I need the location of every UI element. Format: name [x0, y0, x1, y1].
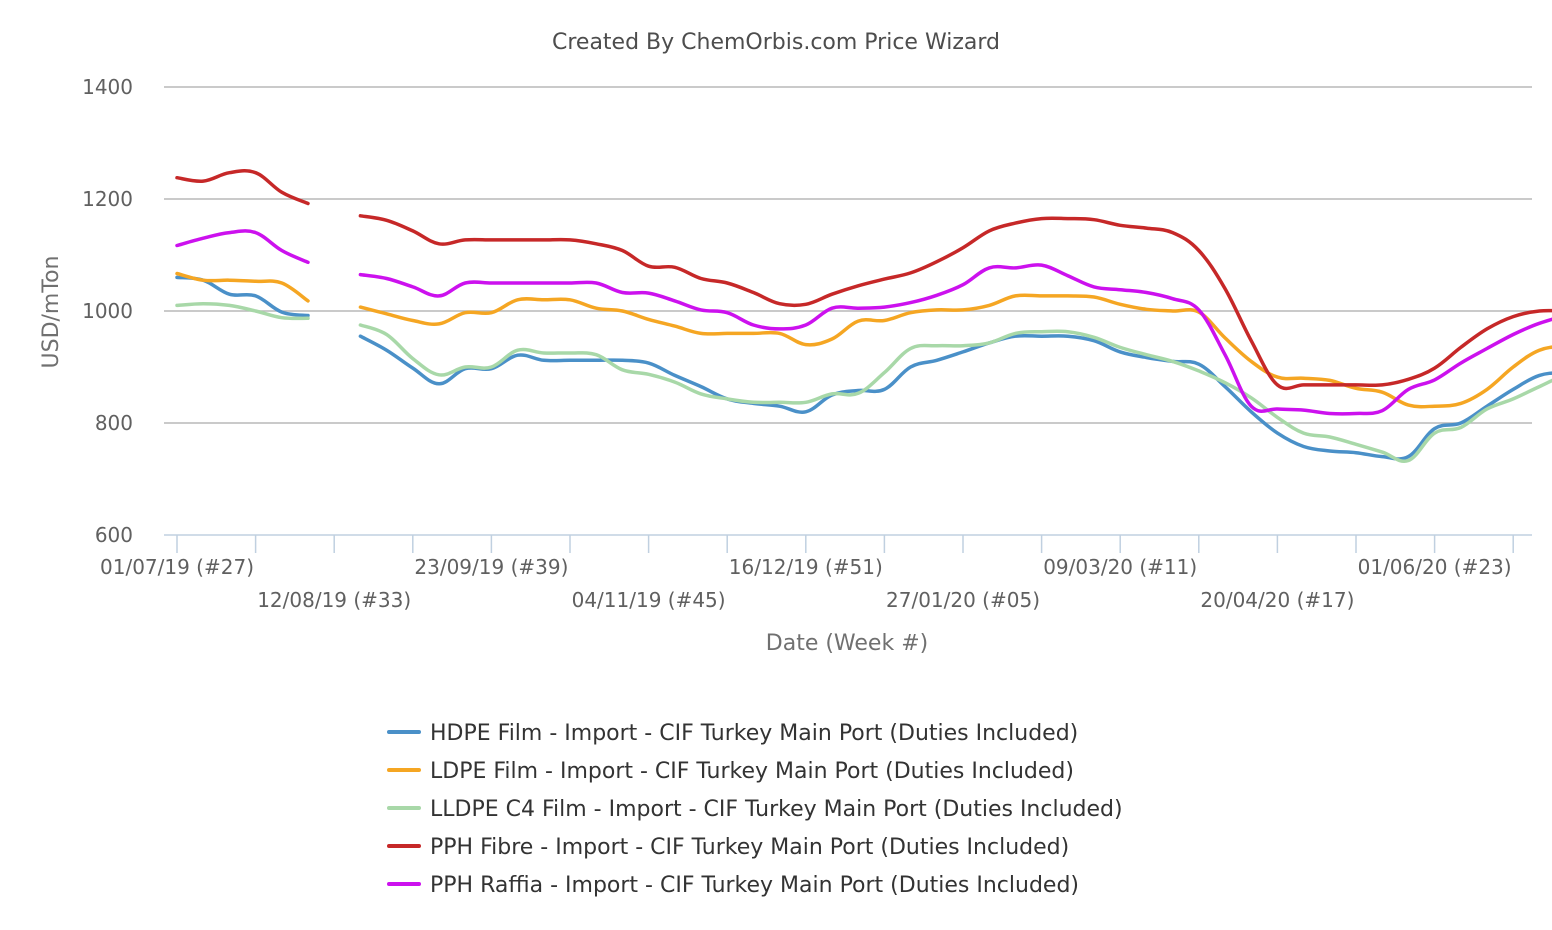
x-axis-tick-labels: 01/07/19 (#27)12/08/19 (#33)23/09/19 (#3… [100, 555, 1512, 612]
y-tick-label: 600 [95, 523, 133, 547]
series-line [175, 275, 310, 318]
series-4 [175, 169, 1552, 391]
legend-label: PPH Raffia - Import - CIF Turkey Main Po… [430, 873, 1079, 898]
series-5 [175, 229, 1552, 416]
legend-item[interactable]: HDPE Film - Import - CIF Turkey Main Por… [387, 721, 1078, 746]
legend: HDPE Film - Import - CIF Turkey Main Por… [387, 721, 1123, 898]
legend-label: LLDPE C4 Film - Import - CIF Turkey Main… [430, 797, 1123, 822]
chart-title: Created By ChemOrbis.com Price Wizard [552, 30, 1000, 55]
series-lines [175, 169, 1552, 463]
legend-item[interactable]: PPH Fibre - Import - CIF Turkey Main Por… [387, 835, 1069, 860]
x-tick-label: 01/07/19 (#27) [100, 555, 254, 579]
x-tick-label: 27/01/20 (#05) [886, 588, 1040, 612]
y-tick-label: 1200 [82, 187, 133, 211]
x-axis [164, 534, 1532, 553]
x-tick-label: 04/11/19 (#45) [572, 588, 726, 612]
legend-item[interactable]: PPH Raffia - Import - CIF Turkey Main Po… [387, 873, 1079, 898]
x-tick-label: 16/12/19 (#51) [729, 555, 883, 579]
series-line [175, 229, 310, 265]
y-axis-title: USD/mTon [39, 256, 64, 369]
legend-item[interactable]: LDPE Film - Import - CIF Turkey Main Por… [387, 759, 1074, 784]
series-line [358, 333, 1552, 461]
x-tick-label: 20/04/20 (#17) [1200, 588, 1354, 612]
legend-item[interactable]: LLDPE C4 Film - Import - CIF Turkey Main… [387, 797, 1123, 822]
x-tick-label: 12/08/19 (#33) [257, 588, 411, 612]
series-line [358, 323, 1552, 463]
x-tick-label: 01/06/20 (#23) [1358, 555, 1512, 579]
series-line [175, 169, 310, 206]
legend-label: HDPE Film - Import - CIF Turkey Main Por… [430, 721, 1078, 746]
y-tick-label: 1400 [82, 75, 133, 99]
y-tick-label: 1000 [82, 299, 133, 323]
series-3 [175, 301, 1552, 463]
series-line [175, 271, 310, 303]
x-tick-label: 09/03/20 (#11) [1043, 555, 1197, 579]
x-tick-label: 23/09/19 (#39) [414, 555, 568, 579]
series-line [358, 293, 1552, 409]
series-line [175, 301, 310, 321]
x-axis-title: Date (Week #) [766, 631, 928, 656]
series-line [358, 214, 1552, 391]
gridlines [164, 86, 1532, 424]
y-axis-tick-labels: 600 800 1000 1200 1400 [82, 75, 133, 547]
series-line [358, 263, 1552, 416]
series-2 [175, 271, 1552, 409]
series-1 [175, 275, 1552, 461]
legend-label: PPH Fibre - Import - CIF Turkey Main Por… [430, 835, 1069, 860]
legend-label: LDPE Film - Import - CIF Turkey Main Por… [430, 759, 1074, 784]
y-tick-label: 800 [95, 411, 133, 435]
